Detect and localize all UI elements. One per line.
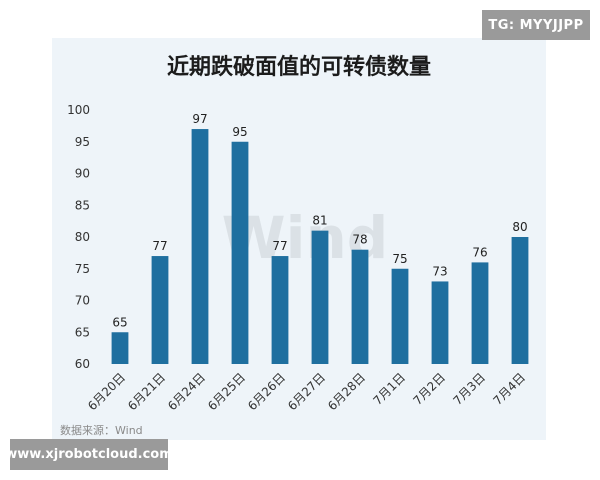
bar-7 (391, 268, 409, 364)
data-label: 81 (312, 214, 327, 228)
bar-9 (471, 262, 489, 364)
y-tick-label: 75 (75, 262, 90, 276)
y-tick-label: 60 (75, 357, 90, 371)
x-tick-label: 6月20日 (85, 370, 128, 413)
data-label: 95 (232, 125, 247, 139)
data-label: 77 (152, 239, 167, 253)
data-label: 65 (112, 315, 127, 329)
website-url-badge: www.xjrobotcloud.com (5, 439, 173, 470)
data-label: 76 (472, 245, 487, 259)
data-label: 73 (432, 264, 447, 278)
bar-2 (191, 129, 209, 364)
x-tick-label: 6月21日 (125, 370, 168, 413)
y-tick-label: 90 (75, 167, 90, 181)
data-labels: 65 77 97 95 77 81 78 75 73 76 80 (112, 112, 527, 329)
bar-4 (271, 256, 289, 364)
data-label: 75 (392, 252, 407, 266)
data-label: 80 (512, 220, 527, 234)
bar-3 (231, 141, 249, 364)
x-tick-label: 6月24日 (165, 370, 208, 413)
bar-8 (431, 281, 449, 364)
x-tick-label: 6月25日 (205, 370, 248, 413)
x-tick-label: 6月26日 (245, 370, 288, 413)
y-axis: 60 65 70 75 80 85 90 95 100 (67, 103, 90, 371)
y-tick-label: 70 (75, 294, 90, 308)
x-tick-label: 7月2日 (410, 370, 448, 408)
data-label: 77 (272, 239, 287, 253)
bar-1 (151, 256, 169, 364)
x-tick-label: 6月28日 (325, 370, 368, 413)
x-tick-label: 7月1日 (370, 370, 408, 408)
source-note: 数据来源：Wind (60, 423, 143, 437)
chart-card: 近期跌破面值的可转债数量 Wind 60 65 70 75 80 85 90 95 100 65… (52, 38, 546, 440)
x-tick-label: 7月4日 (490, 370, 528, 408)
bar-10 (511, 237, 529, 364)
x-tick-label: 7月3日 (450, 370, 488, 408)
y-tick-label: 80 (75, 230, 90, 244)
y-tick-label: 65 (75, 325, 90, 339)
y-tick-label: 100 (67, 103, 90, 117)
y-tick-label: 85 (75, 198, 90, 212)
y-tick-label: 95 (75, 135, 90, 149)
data-label: 97 (192, 112, 207, 126)
bar-0 (111, 332, 129, 364)
x-tick-label: 6月27日 (285, 370, 328, 413)
bar-6 (351, 249, 369, 364)
bar-5 (311, 230, 329, 364)
bars (111, 129, 529, 364)
data-label: 78 (352, 233, 367, 247)
chart-title: 近期跌破面值的可转债数量 (167, 54, 431, 80)
telegram-badge: TG: MYYJJPP (482, 10, 590, 40)
